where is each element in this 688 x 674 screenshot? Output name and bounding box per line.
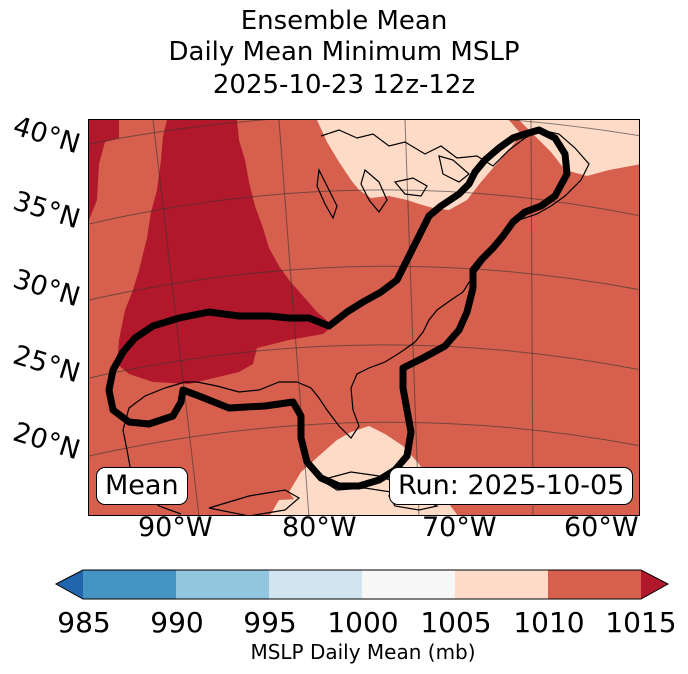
colorbar-tick-1010: 1010: [513, 606, 585, 639]
graticule: [89, 120, 639, 515]
colorbar-segment-985-990: [83, 570, 176, 599]
map-panel[interactable]: [88, 119, 640, 516]
colorbar-tick-985: 985: [57, 606, 111, 639]
colorbar-tick-1000: 1000: [327, 606, 399, 639]
lat-label-25: 25°N: [9, 339, 84, 390]
lon-label-70w: 70°W: [422, 512, 497, 543]
lat-label-40: 40°N: [9, 110, 84, 161]
highlight-contour: [105, 126, 571, 490]
colorbar-segment-990-995: [176, 570, 269, 599]
colorbar-segment-1000-1005: [362, 570, 455, 599]
colorbar-extend-high: [641, 570, 668, 599]
lat-label-20: 20°N: [9, 416, 84, 467]
lon-label-60w: 60°W: [564, 512, 639, 543]
colorbar-tick-990: 990: [150, 606, 204, 639]
map-svg: [89, 120, 639, 515]
lat-label-30: 30°N: [9, 263, 84, 314]
lon-label-80w: 80°W: [282, 512, 357, 543]
colorbar-label: MSLP Daily Mean (mb): [250, 640, 476, 664]
colorbar-segment-995-1000: [269, 570, 362, 599]
mean-label-box: Mean: [96, 467, 188, 505]
colorbar-segment-1010-1015: [548, 570, 641, 599]
colorbar-tick-1005: 1005: [420, 606, 492, 639]
colorbar-tick-995: 995: [243, 606, 297, 639]
colorbar: [54, 569, 670, 600]
title-line-3: 2025-10-23 12z-12z: [212, 70, 476, 100]
colorbar-tick-1015: 1015: [605, 606, 677, 639]
lat-label-35: 35°N: [9, 185, 84, 236]
colorbar-extend-low: [56, 570, 83, 599]
lon-label-90w: 90°W: [138, 512, 213, 543]
colorbar-outline: [54, 569, 670, 600]
title-line-1: Ensemble Mean: [240, 6, 448, 36]
title-line-2: Daily Mean Minimum MSLP: [168, 37, 520, 67]
mslp-fill-1015-west-strip: [89, 120, 119, 220]
run-label-box: Run: 2025-10-05: [389, 467, 634, 505]
colorbar-segment-1005-1010: [455, 570, 548, 599]
